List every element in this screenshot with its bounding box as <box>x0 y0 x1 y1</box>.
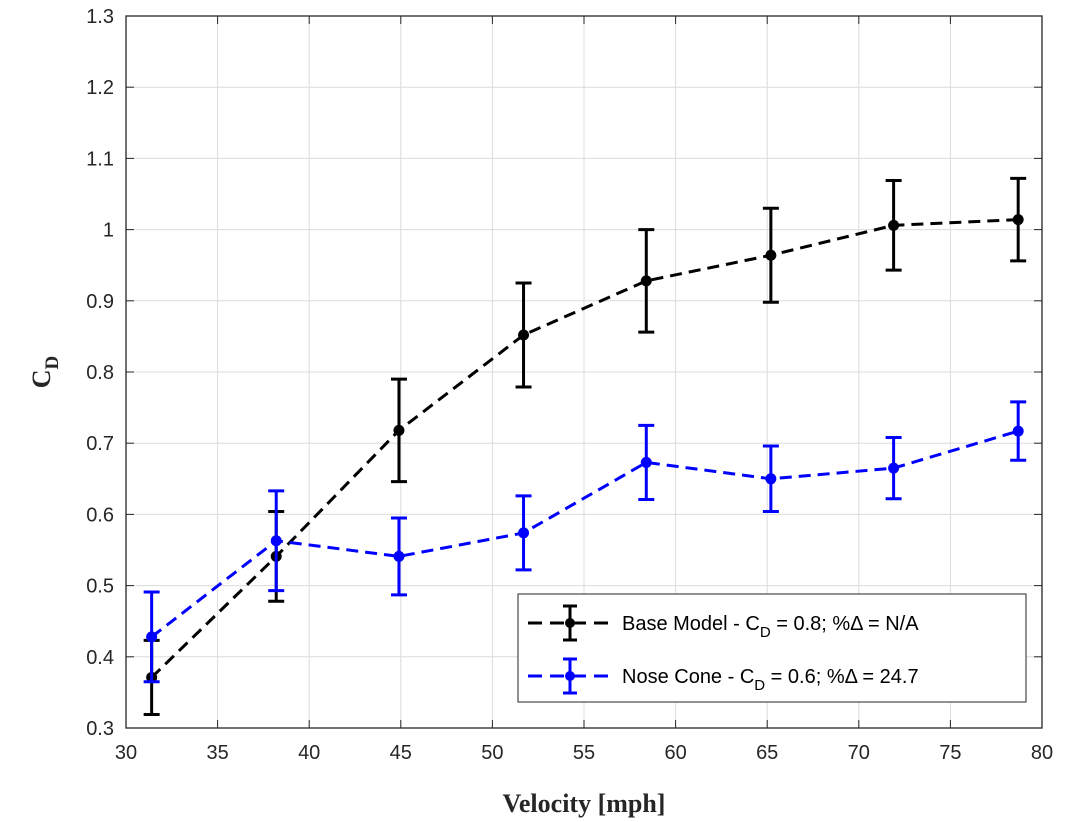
data-point <box>765 473 777 485</box>
data-point <box>146 631 158 643</box>
y-tick-label: 1.3 <box>86 6 114 28</box>
y-tick-label: 1 <box>103 220 114 242</box>
x-tick-label: 55 <box>573 742 595 764</box>
y-tick-label: 0.6 <box>86 504 114 526</box>
data-point <box>888 462 900 474</box>
x-axis: 30 35 40 45 50 55 60 65 70 75 80 <box>115 16 1053 764</box>
legend: Base Model - CD = 0.8; %Δ = N/A Nose Cone… <box>517 593 1027 703</box>
data-point <box>1012 214 1024 226</box>
data-point <box>518 527 530 539</box>
data-point <box>640 456 652 468</box>
data-point <box>765 249 777 261</box>
y-tick-label: 0.9 <box>86 291 114 313</box>
data-point <box>518 329 530 341</box>
x-tick-label: 75 <box>939 742 961 764</box>
data-point <box>393 550 405 562</box>
data-point <box>393 424 405 436</box>
x-tick-label: 35 <box>206 742 228 764</box>
series-line <box>150 218 1019 679</box>
data-point <box>888 219 900 231</box>
series-1 <box>143 400 1027 684</box>
y-tick-label: 0.8 <box>86 362 114 384</box>
y-axis-title-main: C <box>27 369 56 388</box>
x-tick-label: 45 <box>390 742 412 764</box>
x-tick-label: 40 <box>298 742 320 764</box>
data-point <box>1012 425 1024 437</box>
series-line <box>150 429 1019 639</box>
y-tick-label: 0.7 <box>86 433 114 455</box>
y-axis-title-sub: D <box>42 356 63 370</box>
x-tick-label: 30 <box>115 742 137 764</box>
x-tick-label: 60 <box>664 742 686 764</box>
legend-entry-0: Base Model - CD = 0.8; %Δ = N/A <box>528 604 919 642</box>
legend-entry-1: Nose Cone - CD = 0.6; %Δ = 24.7 <box>528 657 919 695</box>
y-tick-label: 0.5 <box>86 576 114 598</box>
x-tick-label: 65 <box>756 742 778 764</box>
y-tick-label: 0.4 <box>86 647 114 669</box>
legend-label: Nose Cone - CD = 0.6; %Δ = 24.7 <box>622 666 919 694</box>
x-tick-label: 70 <box>848 742 870 764</box>
series-layer <box>143 176 1027 716</box>
legend-label: Base Model - CD = 0.8; %Δ = N/A <box>622 613 919 641</box>
series-0 <box>143 176 1027 716</box>
y-axis: 0.3 0.4 0.5 0.6 0.7 0.8 0.9 1 1.1 1.2 1.3 <box>86 6 1042 740</box>
y-tick-label: 0.3 <box>86 718 114 740</box>
x-tick-label: 50 <box>481 742 503 764</box>
data-point <box>640 275 652 287</box>
data-point <box>270 535 282 547</box>
y-tick-label: 1.1 <box>86 148 114 170</box>
legend-box <box>517 593 1027 703</box>
x-axis-title: Velocity [mph] <box>503 789 666 818</box>
x-tick-label: 80 <box>1031 742 1053 764</box>
y-axis-title: CD <box>27 356 63 389</box>
y-tick-label: 1.2 <box>86 77 114 99</box>
